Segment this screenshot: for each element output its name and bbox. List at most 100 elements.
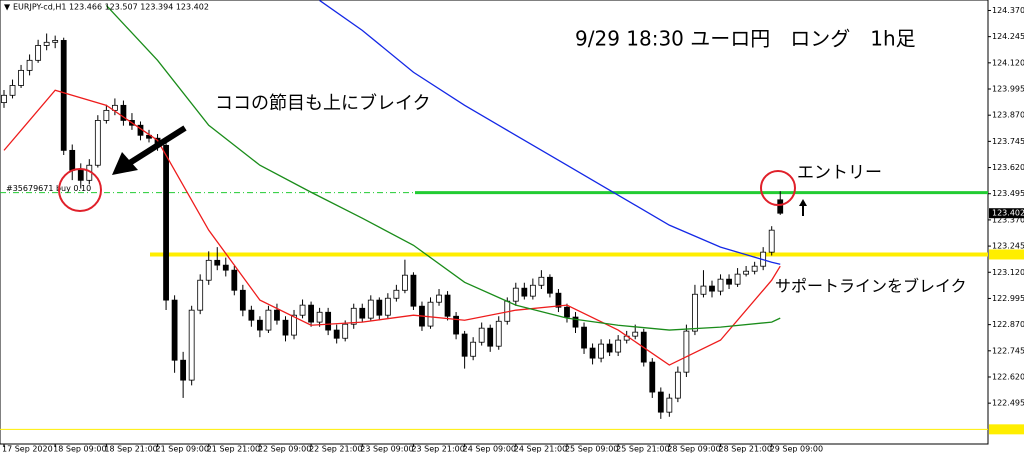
y-tick-label: 123.870: [992, 111, 1024, 120]
arrow: [126, 125, 187, 167]
candle-body: [94, 120, 101, 166]
candle-body: [384, 297, 391, 316]
candle-body: [282, 319, 289, 336]
candle-body: [274, 309, 280, 321]
candle-body: [683, 330, 690, 373]
candle-body: [188, 309, 195, 381]
y-tick-label: 123.120: [992, 268, 1024, 277]
candle-body: [581, 326, 587, 349]
candle-body: [316, 311, 323, 323]
candle-body: [700, 285, 707, 295]
candle-body: [555, 292, 562, 308]
x-tick-label: 28 Sep 21:00: [719, 445, 772, 454]
y-tick-label: 123.495: [992, 189, 1024, 198]
candle-body: [777, 199, 784, 214]
highlight-circle: [760, 170, 796, 206]
candle-body: [120, 104, 127, 121]
candle-body: [436, 294, 442, 303]
x-tick-label: 24 Sep 21:00: [514, 445, 567, 454]
candle-body: [1, 94, 7, 104]
x-tick-label: 21 Sep 09:00: [156, 445, 209, 454]
candle-body: [69, 149, 76, 171]
candle-body: [427, 301, 434, 327]
candle-body: [598, 343, 604, 359]
candle-body: [197, 279, 204, 311]
candle-body: [547, 276, 553, 294]
y-tick-label: 123.245: [992, 242, 1024, 251]
candle-body: [248, 309, 255, 321]
candle-body: [325, 311, 332, 331]
x-tick-label: 23 Sep 21:00: [411, 445, 464, 454]
candle-body: [393, 289, 400, 299]
candle-body: [512, 287, 519, 302]
candle-body: [529, 284, 536, 297]
highlight-circle: [58, 168, 102, 212]
x-tick-label: 18 Sep 21:00: [104, 445, 157, 454]
symbol-arrow: ▼: [4, 3, 11, 12]
candle-body: [666, 397, 673, 413]
candle-body: [26, 59, 33, 71]
candle-body: [657, 391, 664, 413]
candle-body: [103, 109, 110, 121]
candle-body: [350, 307, 357, 325]
order-label: #35679671 buy 0.10: [6, 184, 91, 193]
y-tick-label: 122.745: [992, 346, 1024, 355]
y-tick-label: 124.245: [992, 32, 1024, 41]
candle-body: [461, 333, 468, 357]
x-tick-label: 22 Sep 09:00: [258, 445, 311, 454]
arrow-head: [799, 199, 807, 206]
moving-average: [3, 89, 781, 366]
x-tick-label: 22 Sep 21:00: [309, 445, 362, 454]
candle-body: [222, 264, 229, 271]
level-marker: [989, 249, 1024, 260]
candle-body: [444, 294, 451, 317]
moving-average: [105, 5, 781, 331]
candle-body: [60, 40, 67, 151]
candle-body: [9, 85, 16, 96]
candle-body: [453, 315, 459, 335]
candle-body: [632, 331, 639, 337]
candle-body: [342, 323, 349, 339]
y-tick-label: 123.745: [992, 137, 1024, 146]
candle-body: [171, 299, 178, 361]
level-marker: [989, 424, 1024, 435]
candle-body: [239, 289, 246, 311]
candle-body: [410, 274, 417, 307]
candle-body: [649, 361, 656, 393]
candle-body: [743, 270, 750, 275]
plot: #35679671 buy 0.10: [0, 0, 988, 430]
candle-body: [726, 278, 732, 285]
x-tick-label: 25 Sep 09:00: [565, 445, 618, 454]
x-tick-label: 28 Sep 09:00: [667, 445, 720, 454]
annotation: サポートラインをブレイク: [775, 277, 967, 296]
candle-body: [52, 40, 59, 43]
y-tick-label: 123.620: [992, 163, 1024, 172]
moving-average: [319, 0, 781, 265]
candle-body: [367, 299, 374, 319]
candle-body: [77, 169, 84, 181]
price-label: 123.402: [992, 209, 1024, 218]
y-tick-label: 122.620: [992, 372, 1024, 381]
y-tick-label: 123.370: [992, 215, 1024, 224]
candle-body: [751, 265, 758, 272]
candle-body: [291, 314, 297, 336]
candle-body: [231, 269, 238, 291]
x-tick-label: 21 Sep 21:00: [207, 445, 260, 454]
candle-body: [564, 306, 570, 318]
candle-body: [376, 299, 383, 316]
candle-body: [111, 104, 118, 111]
candle-body: [256, 319, 263, 331]
annotation: エントリー: [797, 163, 882, 183]
candle-body: [709, 285, 715, 292]
candle-body: [35, 45, 42, 61]
candle-body: [717, 278, 724, 292]
x-tick-label: 18 Sep 09:00: [53, 445, 106, 454]
y-tick-label: 124.120: [992, 58, 1024, 67]
y-tick-label: 124.370: [992, 6, 1024, 15]
chart-title: 9/29 18:30 ユーロ円 ロング 1h足: [575, 27, 916, 51]
price-marker: [989, 208, 1024, 219]
candle-body: [606, 343, 613, 353]
candle-body: [589, 347, 596, 359]
candle-body: [487, 327, 494, 347]
